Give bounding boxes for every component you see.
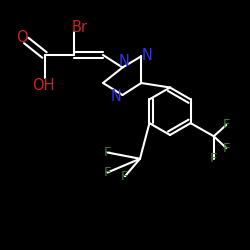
Text: O: O	[16, 30, 28, 45]
Text: OH: OH	[32, 78, 54, 92]
Text: N: N	[111, 89, 122, 104]
Text: N: N	[118, 54, 129, 70]
Text: F: F	[222, 118, 230, 132]
Text: F: F	[210, 152, 218, 165]
Text: F: F	[121, 170, 129, 183]
Text: Br: Br	[71, 20, 87, 35]
Text: F: F	[104, 166, 111, 179]
Text: F: F	[104, 146, 111, 159]
Text: N: N	[141, 48, 152, 62]
Text: F: F	[222, 142, 230, 154]
